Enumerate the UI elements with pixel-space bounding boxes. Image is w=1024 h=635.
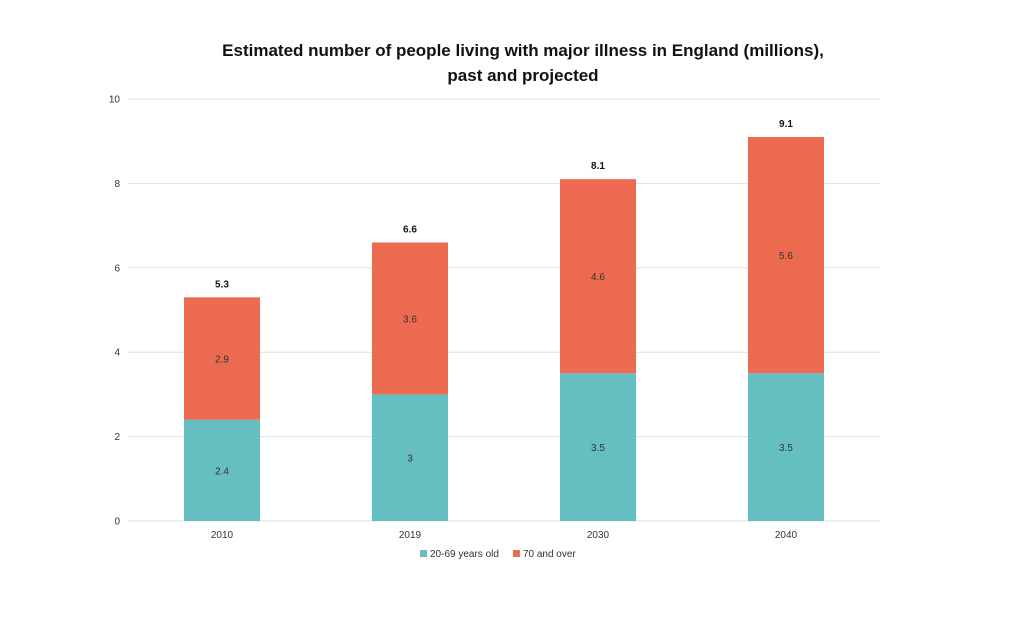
x-tick-label-2030: 2030 <box>587 530 610 541</box>
data-label-age-70-over-2019: 3.6 <box>403 314 417 325</box>
bar-age-70-over-2040 <box>748 136 824 374</box>
y-tick-label-8: 8 <box>114 179 120 190</box>
legend-label-age-70-over: 70 and over <box>523 549 576 560</box>
chart-title-line-1: Estimated number of people living with m… <box>222 41 824 60</box>
total-label-2019: 6.6 <box>403 224 417 235</box>
y-tick-label-10: 10 <box>109 95 121 106</box>
data-label-age-20-69-2040: 3.5 <box>779 443 793 454</box>
bar-age-20-69-2030 <box>560 373 636 521</box>
bar-age-20-69-2019 <box>372 394 448 521</box>
y-tick-label-2: 2 <box>114 432 120 443</box>
x-tick-label-2040: 2040 <box>775 530 798 541</box>
legend-swatch-age-70-over <box>512 550 520 557</box>
x-tick-label-2010: 2010 <box>211 530 234 541</box>
x-tick-label-2019: 2019 <box>399 530 422 541</box>
bar-age-70-over-2019 <box>372 242 448 395</box>
total-label-2010: 5.3 <box>215 279 229 290</box>
bar-labels: 2.4 2.9 5.3 3 3.6 6.6 3.5 4.6 8.1 3.5 5.6 9.1 <box>215 119 793 477</box>
data-label-age-20-69-2019: 3 <box>407 454 413 465</box>
data-label-age-70-over-2010: 2.9 <box>215 355 229 366</box>
legend-swatch-age-20-69 <box>420 550 427 557</box>
bars <box>184 136 824 521</box>
data-label-age-20-69-2010: 2.4 <box>215 466 229 477</box>
total-label-2030: 8.1 <box>591 161 605 172</box>
y-axis-ticks: 0 2 4 6 8 10 <box>109 95 121 528</box>
y-tick-label-0: 0 <box>114 517 120 528</box>
data-label-age-20-69-2030: 3.5 <box>591 443 605 454</box>
data-label-age-70-over-2030: 4.6 <box>591 272 605 283</box>
bar-age-20-69-2010 <box>184 419 260 521</box>
data-label-age-70-over-2040: 5.6 <box>779 251 793 262</box>
chart-title-line-2: past and projected <box>447 66 598 85</box>
total-label-2040: 9.1 <box>779 119 793 130</box>
y-tick-label-6: 6 <box>114 263 120 274</box>
bar-age-70-over-2010 <box>184 297 260 420</box>
x-axis-categories: 2010 2019 2030 2040 <box>211 530 798 541</box>
bar-age-20-69-2040 <box>748 373 824 521</box>
bar-age-70-over-2030 <box>560 179 636 374</box>
legend: 20-69 years old 70 and over <box>420 549 576 560</box>
chart-title: Estimated number of people living with m… <box>222 41 824 85</box>
legend-label-age-20-69: 20-69 years old <box>430 549 499 560</box>
y-tick-label-4: 4 <box>114 348 120 359</box>
